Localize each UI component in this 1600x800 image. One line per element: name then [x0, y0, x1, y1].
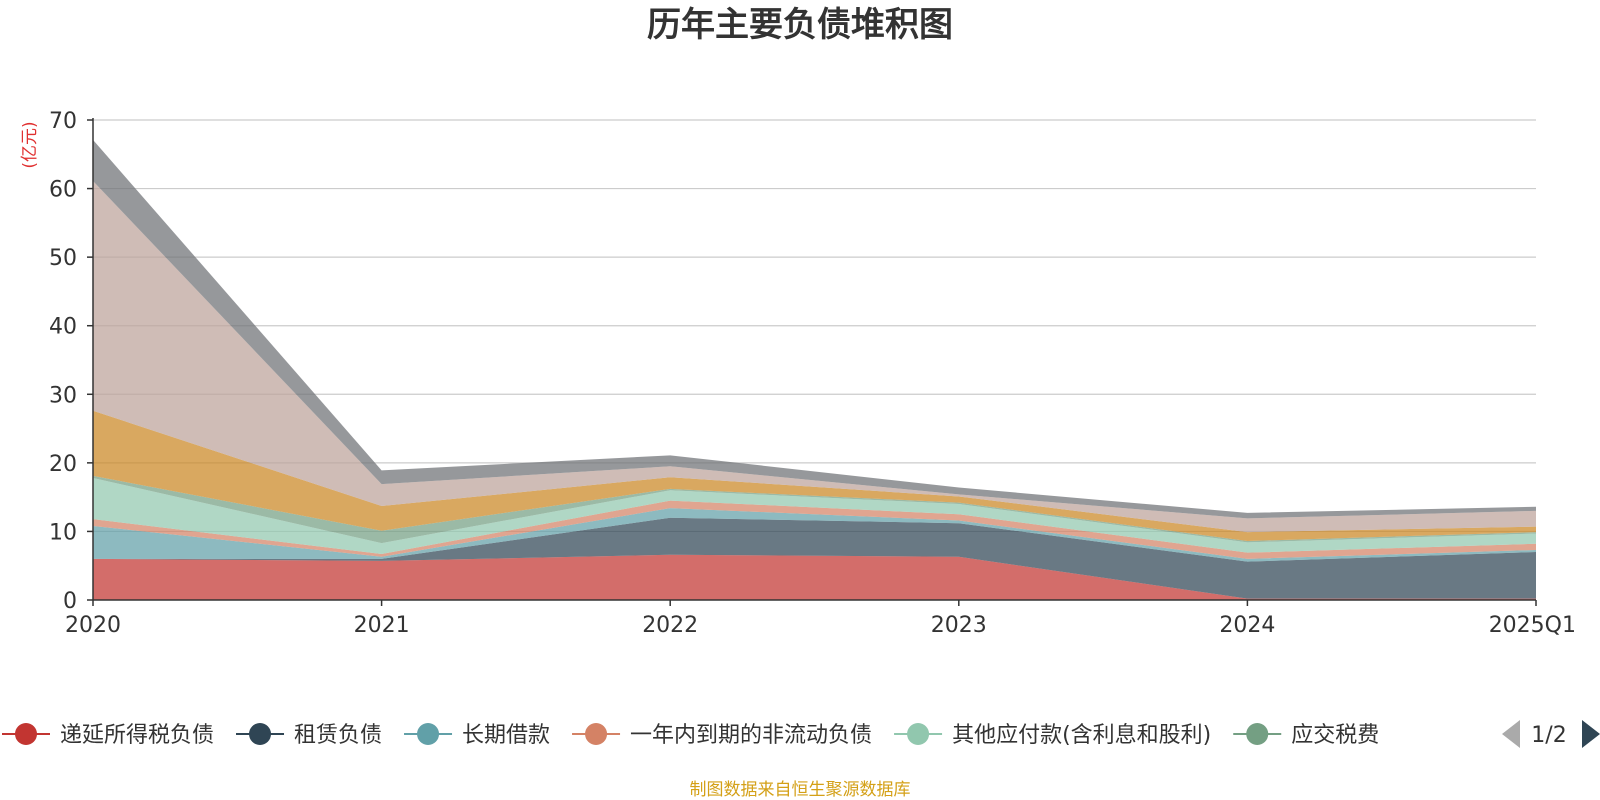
legend-marker — [907, 723, 930, 745]
triangle-left-icon[interactable] — [1502, 720, 1520, 748]
y-axis-ticks: 0 10 20 30 40 50 60 70 — [49, 109, 93, 614]
legend-marker — [1246, 723, 1269, 745]
x-axis-ticks: 2020 2021 2022 2023 2024 2025Q1 — [65, 600, 1576, 638]
legend-marker — [417, 723, 440, 745]
y-tick-label: 40 — [49, 315, 77, 340]
y-tick-label: 10 — [49, 520, 77, 545]
area-series — [93, 139, 1536, 600]
legend-label: 租赁负债 — [294, 723, 382, 748]
y-tick-label: 20 — [49, 452, 77, 477]
area-series-2 — [93, 517, 1536, 599]
area-series-1 — [93, 554, 1536, 600]
data-source-note: 制图数据来自恒生聚源数据库 — [690, 780, 911, 800]
x-tick-label: 2023 — [931, 613, 987, 638]
y-tick-label: 60 — [49, 178, 77, 203]
legend-item[interactable]: 一年内到期的非流动负债 — [572, 723, 872, 748]
legend-label: 其他应付款(含利息和股利) — [952, 723, 1211, 748]
area-series-7 — [93, 410, 1536, 542]
x-tick-label: 2021 — [354, 613, 410, 638]
area-series-4 — [93, 500, 1536, 559]
x-tick-label: 2020 — [65, 613, 121, 638]
y-tick-label: 70 — [49, 109, 77, 134]
legend-item[interactable]: 其他应付款(含利息和股利) — [894, 723, 1211, 748]
legend-item[interactable]: 长期借款 — [404, 723, 550, 748]
legend-label: 一年内到期的非流动负债 — [630, 723, 872, 748]
axes — [92, 118, 1536, 601]
legend-label: 递延所得税负债 — [60, 723, 214, 748]
legend-marker — [249, 723, 272, 745]
chart-title: 历年主要负债堆积图 — [647, 5, 953, 45]
legend-page-indicator: 1/2 — [1531, 723, 1566, 748]
triangle-right-icon[interactable] — [1582, 720, 1600, 748]
x-tick-label: 2024 — [1219, 613, 1275, 638]
legend-item[interactable]: 递延所得税负债 — [2, 723, 214, 748]
legend-item[interactable]: 租赁负债 — [236, 723, 382, 748]
area-series-3 — [93, 508, 1536, 562]
y-axis-unit-label: (亿元) — [20, 121, 40, 168]
area-series-6 — [93, 475, 1536, 544]
y-tick-label: 50 — [49, 246, 77, 271]
y-tick-label: 30 — [49, 383, 77, 408]
legend: 递延所得税负债 租赁负债 长期借款 一年内到期的非流动负债 其他应付款(含利息和股利) 应… — [2, 723, 1379, 748]
legend-label: 长期借款 — [462, 723, 550, 748]
legend-label: 应交税费 — [1291, 723, 1379, 748]
legend-marker — [15, 723, 37, 745]
x-tick-label: 2025Q1 — [1489, 613, 1576, 638]
area-series-5 — [93, 477, 1536, 555]
legend-pager: 1/2 — [1502, 720, 1600, 748]
legend-marker — [585, 723, 608, 745]
legend-item[interactable]: 应交税费 — [1233, 723, 1379, 748]
y-tick-label: 0 — [63, 589, 77, 614]
x-tick-label: 2022 — [642, 613, 698, 638]
